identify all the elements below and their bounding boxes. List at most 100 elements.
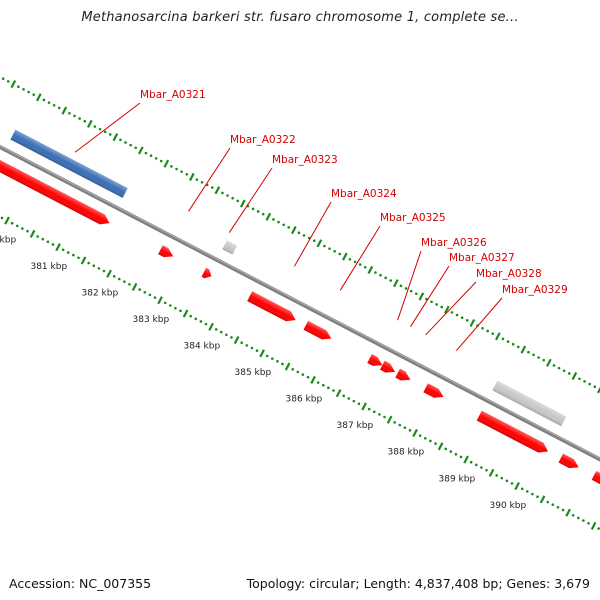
- ruler-dot: [516, 345, 520, 349]
- ruler-dot: [214, 328, 218, 331]
- ruler-dot: [36, 235, 39, 238]
- gene-Mbar_A0323[interactable]: [201, 267, 214, 281]
- ruler-dot: [389, 279, 393, 282]
- ruler-dot: [1, 77, 5, 81]
- ruler-dot: [98, 127, 102, 131]
- gene-label[interactable]: Mbar_A0322: [230, 134, 296, 146]
- ruler-dot: [332, 389, 335, 392]
- ruler-dot: [210, 186, 214, 189]
- ruler-dot: [551, 503, 555, 506]
- ruler-dot: [583, 380, 586, 383]
- ruler-dot: [93, 125, 97, 128]
- ruler-dot: [61, 248, 65, 252]
- ruler-dot: [138, 288, 141, 291]
- ruler-dot: [230, 336, 233, 339]
- gene-feature[interactable]: [558, 453, 581, 472]
- gene-shading: [395, 368, 411, 381]
- ruler-dot: [542, 358, 546, 362]
- gene-Mbar_A0327[interactable]: [380, 360, 397, 377]
- ruler-label: 389 kbp: [439, 474, 476, 484]
- ruler-dot: [399, 284, 403, 288]
- ruler-dot: [520, 487, 524, 491]
- ruler-tick: [386, 415, 393, 424]
- gene-label[interactable]: Mbar_A0325: [380, 212, 446, 224]
- ruler-dot: [537, 356, 540, 359]
- ruler-dot: [219, 330, 223, 334]
- label-leader: [409, 265, 450, 328]
- gene-label[interactable]: Mbar_A0323: [272, 154, 338, 166]
- outer-tick-track: [1, 77, 600, 394]
- ruler-dot: [312, 239, 316, 242]
- gene-feature[interactable]: [591, 470, 600, 490]
- ruler-tick: [138, 146, 144, 155]
- gene-Mbar_A0321[interactable]: [0, 159, 112, 228]
- ruler-dot: [414, 292, 418, 296]
- gene-Mbar_A0326[interactable]: [367, 354, 384, 370]
- gene-label[interactable]: Mbar_A0326: [421, 237, 487, 249]
- gene-Mbar_A0324[interactable]: [247, 291, 298, 325]
- ruler-dot: [236, 199, 240, 203]
- ruler-tick: [539, 495, 546, 504]
- gene-Mbar_A0325[interactable]: [303, 320, 334, 343]
- gene-label[interactable]: Mbar_A0329: [502, 284, 568, 296]
- gene-feature[interactable]: [476, 410, 551, 457]
- ruler-dot: [500, 476, 504, 480]
- ruler-dot: [454, 452, 458, 456]
- ruler-dot: [423, 436, 427, 440]
- ruler-tick: [182, 309, 189, 318]
- gene-shading: [492, 380, 567, 427]
- ruler-tick: [291, 226, 297, 235]
- ruler-dot: [532, 353, 535, 357]
- ruler-dot: [459, 455, 463, 459]
- ruler-dot: [154, 157, 158, 160]
- ruler-tick: [335, 389, 342, 398]
- ruler-dot: [281, 362, 284, 366]
- ruler-tick: [240, 199, 246, 208]
- gene-label[interactable]: Mbar_A0327: [449, 252, 515, 264]
- gene-Mbar_A0329[interactable]: [423, 383, 445, 401]
- ruler-dot: [199, 320, 203, 323]
- gene-label[interactable]: Mbar_A0324: [331, 188, 397, 200]
- ruler-dot: [180, 170, 183, 173]
- gene-Mbar_A0328[interactable]: [395, 368, 412, 385]
- gene-feature[interactable]: [10, 129, 128, 198]
- ruler-dot: [276, 359, 279, 363]
- gene-Mbar_A0322[interactable]: [158, 245, 175, 261]
- ruler-dot: [505, 479, 509, 483]
- gene-label[interactable]: Mbar_A0321: [140, 89, 206, 101]
- ruler-dot: [383, 415, 386, 419]
- gene-shading: [558, 453, 579, 469]
- ruler-dot: [250, 346, 254, 350]
- gene-feature[interactable]: [222, 240, 238, 255]
- gene-feature[interactable]: [492, 380, 567, 427]
- ruler-dot: [112, 275, 116, 278]
- ruler-tick: [157, 296, 163, 305]
- ruler-dot: [226, 194, 229, 197]
- ruler-tick: [163, 159, 170, 168]
- ruler-label: 382 kbp: [82, 288, 119, 298]
- ruler-dot: [57, 106, 61, 110]
- ruler-dot: [593, 385, 597, 389]
- ruler-tick: [342, 252, 348, 261]
- ruler-dot: [185, 173, 189, 176]
- ruler-label: 386 kbp: [286, 395, 323, 405]
- gene-label[interactable]: Mbar_A0328: [476, 268, 542, 280]
- ruler-dot: [511, 342, 515, 346]
- gene-shading: [423, 383, 444, 398]
- ruler-label: 390 kbp: [490, 501, 527, 511]
- ruler-dot: [372, 410, 376, 414]
- label-leader: [455, 297, 503, 352]
- label-leader: [228, 167, 273, 233]
- ruler-dot: [501, 337, 505, 341]
- ruler-dot: [21, 227, 24, 230]
- ruler-dot: [32, 93, 36, 96]
- ruler-dot: [51, 243, 55, 246]
- gene-track: [0, 129, 600, 490]
- ruler-dot: [578, 377, 581, 381]
- ruler-tick: [61, 106, 68, 115]
- ruler-dot: [277, 220, 280, 224]
- ruler-dot: [485, 468, 488, 472]
- ruler-dot: [393, 421, 396, 424]
- ruler-dot: [108, 133, 112, 136]
